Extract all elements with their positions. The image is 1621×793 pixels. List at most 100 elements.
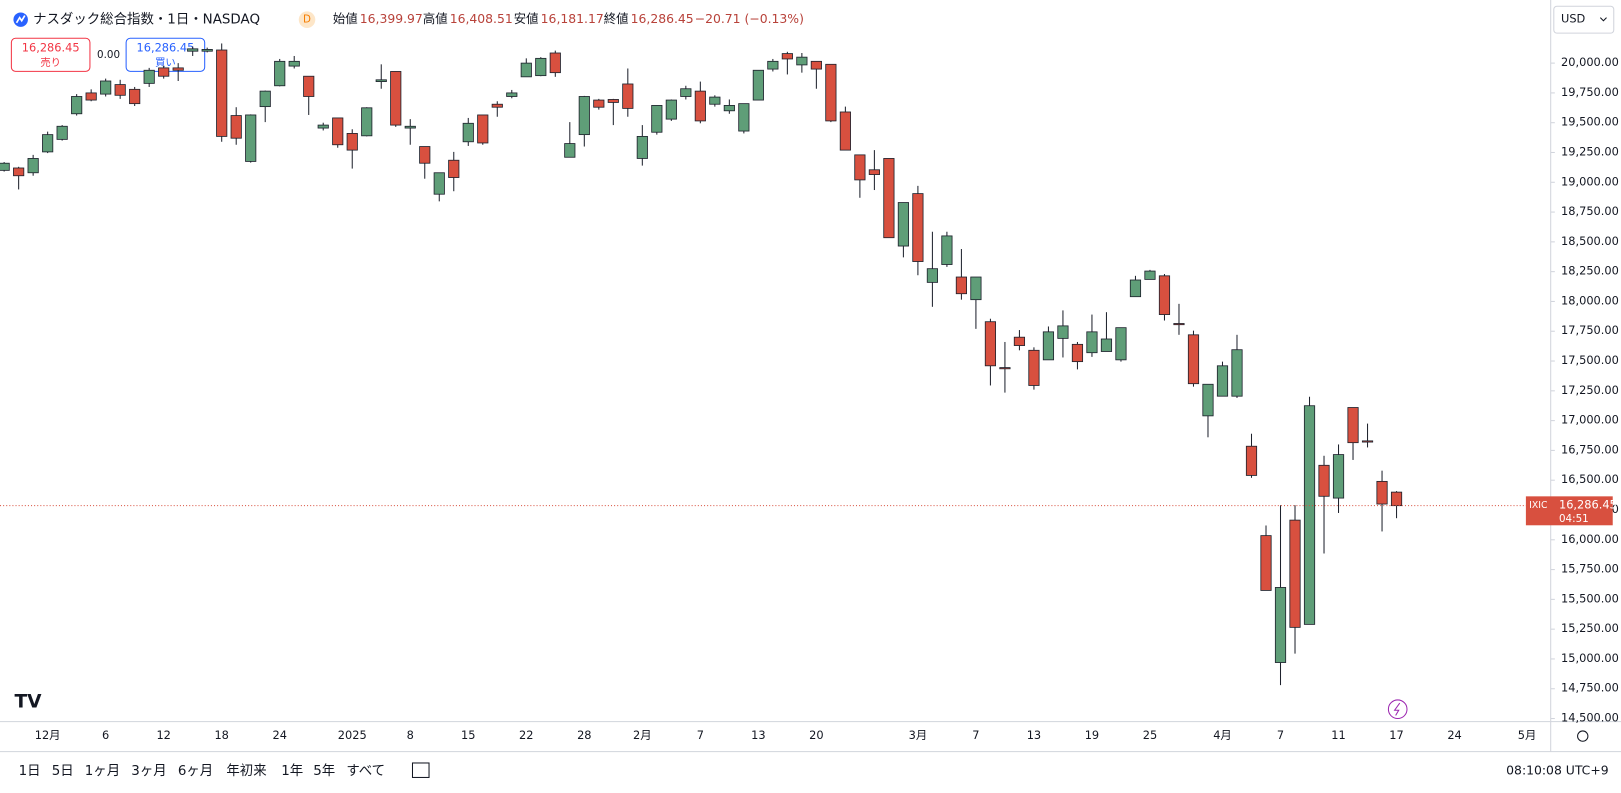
logo: TV [14,691,42,712]
range-button[interactable]: 5日 [52,764,74,779]
candle-body [709,96,721,105]
candle-body [100,80,112,95]
spread: 0.00 [97,49,120,61]
candle-body [129,88,141,105]
candle-body [607,99,619,103]
candle-body [883,158,895,239]
range-button[interactable]: 5年 [313,763,335,779]
candle-body [404,125,416,129]
candle-body [1318,464,1330,497]
candle-body [549,52,561,74]
y-tick-label: 18,250.00 [1561,264,1619,278]
y-tick-label: 18,000.00 [1561,293,1619,307]
candle-body [1057,325,1069,339]
candle-body [230,115,242,139]
badge [298,11,316,28]
candle-body [433,172,445,195]
candle-body [42,134,54,153]
sell-button[interactable] [10,37,91,72]
y-tick-label: 18,500.00 [1561,234,1619,248]
y-tick-label: 15,250.00 [1561,621,1619,635]
buy-label: 買い [155,57,176,69]
range-button[interactable]: 6ヶ月 [178,764,213,779]
candle-body [216,49,228,137]
range-button[interactable]: 年初来 [226,763,266,779]
calendar-icon[interactable] [411,762,430,778]
candle-body [56,125,68,140]
candle-body [346,133,358,151]
legend-value: 16,399.97 [360,11,423,26]
symbol-title[interactable]: ナスダック総合指数・1日・NASDAQ [33,12,260,28]
price-tag-countdown: 04:51 [1559,513,1589,525]
settings-icon[interactable] [1577,730,1589,742]
candle-body [1086,331,1098,354]
y-tick-label: 19,000.00 [1561,174,1619,188]
candle-body [868,169,880,175]
candle-body [361,107,373,137]
x-tick-label: 13 [751,728,765,742]
candle-body [810,60,822,70]
candle-body [897,202,909,247]
candle-body [941,235,953,265]
candle-body [926,268,938,283]
candle-body [303,75,315,97]
candle-body [1028,349,1040,386]
legend-label: 安値 [514,11,539,26]
legend-label: 高値 [423,11,448,26]
candle-body [419,146,431,164]
candle-body [738,103,750,132]
candle-body [13,167,25,177]
event-icon[interactable] [1387,699,1408,720]
candle-body [375,79,387,83]
candle-body [665,99,677,120]
legend-label: 始値 [333,11,358,26]
x-tick-label: 22 [519,728,533,742]
x-tick-label: 7 [697,728,704,742]
y-tick-label: 14,500.00 [1561,711,1619,725]
range-button[interactable]: 3ヶ月 [131,764,166,779]
candle-body [1173,323,1185,326]
x-tick-label: 3月 [909,728,928,742]
range-button[interactable]: 1年 [281,763,303,779]
y-tick-label: 15,000.00 [1561,651,1619,665]
candle-body [274,60,286,87]
x-tick-label: 7 [1277,728,1284,742]
candle-body [854,154,866,181]
candle-body [143,69,155,84]
y-tick-label: 18,750.00 [1561,204,1619,218]
y-tick-label: 17,500.00 [1561,353,1619,367]
y-tick-label: 16,000.00 [1561,532,1619,546]
candle-body [984,321,997,367]
candle-body [1158,275,1171,315]
candle-body [1129,279,1142,298]
candle-body [839,111,851,151]
y-tick-label: 17,250.00 [1561,383,1619,397]
sell-price: 16,286.45 [22,41,80,55]
candle-body [1144,270,1156,280]
y-tick-label: 16,500.00 [1561,472,1619,486]
change: −20.71 (−0.13%) [695,11,804,26]
x-tick-label: 5月 [1518,728,1537,742]
candle-body [955,276,967,295]
x-tick-label: 8 [407,728,414,742]
x-tick-label: 19 [1085,728,1099,742]
candle-body [288,60,300,67]
y-tick-label: 19,750.00 [1561,85,1619,99]
legend-value: 16,286.45 [631,11,694,26]
badge-text: D [303,14,311,26]
price-tag [1525,496,1613,526]
x-tick-label: 12 [156,728,170,742]
candle-body [1361,440,1374,443]
x-tick-label: 7 [972,728,979,742]
range-button[interactable]: 1ヶ月 [85,764,120,779]
candle-body [694,90,706,122]
candle-body [27,158,39,174]
candle-body [970,276,982,301]
currency-select[interactable] [1553,5,1615,34]
range-button[interactable]: すべて [346,763,385,779]
candle-body [1260,535,1272,591]
range-button[interactable]: 1日 [19,764,41,779]
candle-body [1100,338,1113,352]
